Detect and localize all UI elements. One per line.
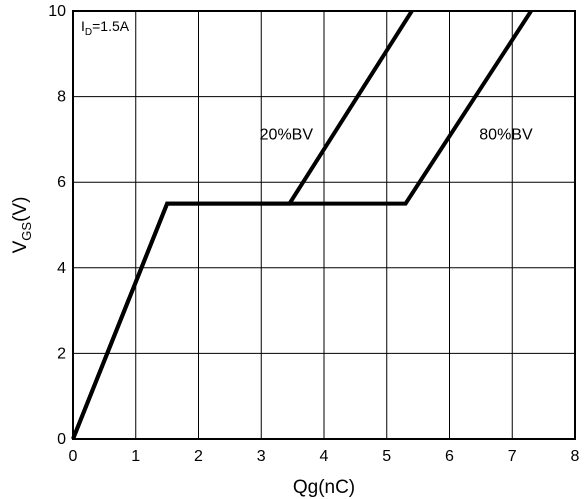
x-tick-label: 0	[69, 448, 78, 465]
grid-lines	[73, 11, 575, 439]
series-annotation: 20%BV	[260, 126, 314, 143]
x-tick-label: 7	[508, 448, 517, 465]
series-line	[71, 9, 414, 440]
series-annotation: 80%BV	[479, 126, 533, 143]
y-axis-label: VGS(V)	[10, 197, 34, 254]
y-tick-label: 4	[57, 260, 66, 277]
y-tick-label: 0	[57, 431, 66, 448]
x-tick-label: 4	[320, 448, 329, 465]
plot-frame	[72, 10, 576, 440]
y-tick-label: 6	[57, 174, 66, 191]
x-tick-label: 6	[445, 448, 454, 465]
x-tick-label: 8	[571, 448, 580, 465]
series-line	[71, 9, 533, 440]
x-tick-label: 1	[131, 448, 140, 465]
condition-label: ID=1.5A	[81, 18, 130, 38]
y-tick-label: 8	[57, 89, 66, 106]
y-tick-labels: 0 2 4 6 8 10	[48, 3, 66, 448]
series-annotations: 20%BV 80%BV	[260, 126, 533, 143]
x-tick-labels: 0 1 2 3 4 5 6 7 8	[69, 448, 580, 465]
series-lines	[71, 9, 533, 440]
x-tick-label: 2	[194, 448, 203, 465]
y-tick-label: 10	[48, 3, 66, 20]
x-tick-label: 3	[257, 448, 266, 465]
y-tick-label: 2	[57, 345, 66, 362]
x-tick-label: 5	[382, 448, 391, 465]
x-axis-label: Qg(nC)	[293, 477, 355, 498]
